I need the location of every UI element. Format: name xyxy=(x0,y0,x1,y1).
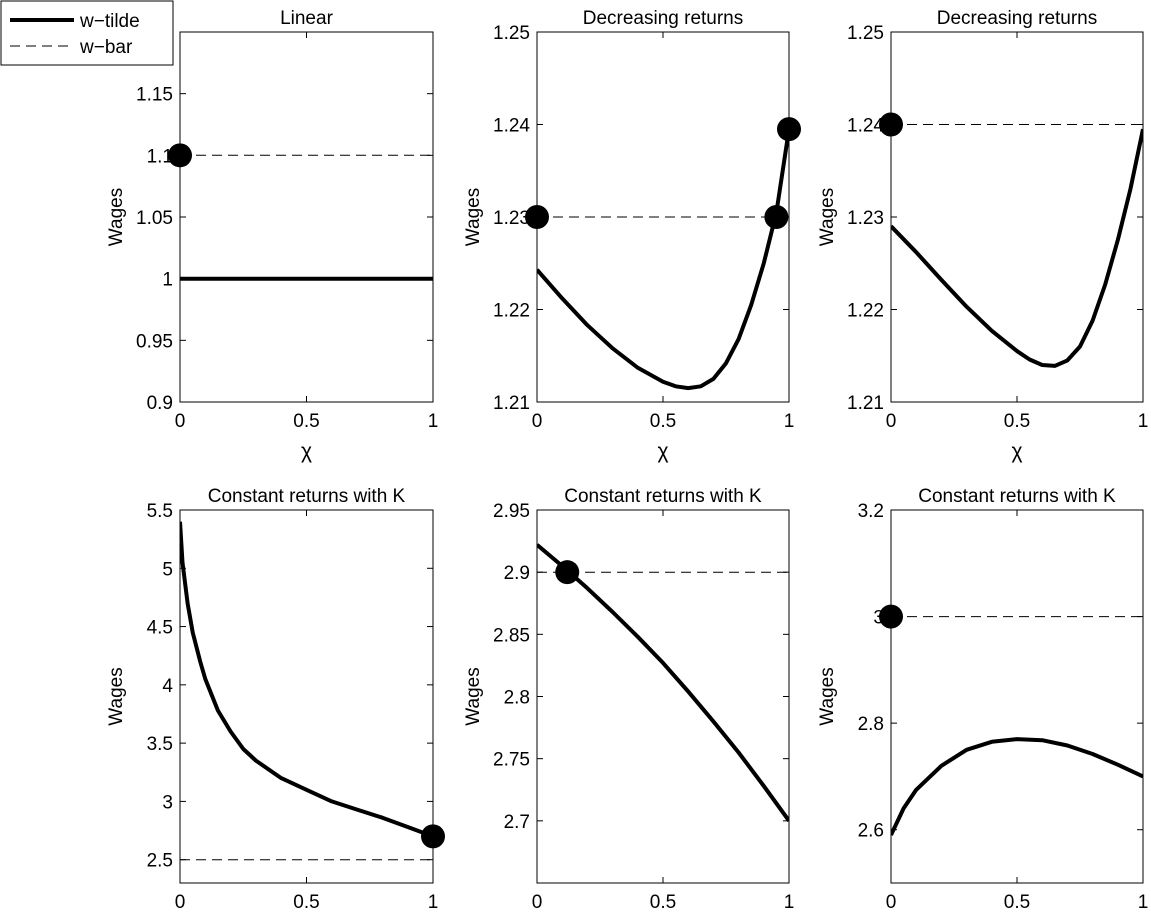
chart-1-axes-box xyxy=(179,31,434,403)
chart-6-xtick-label: 1 xyxy=(1138,892,1149,913)
legend-label-w-tilde: w−tilde xyxy=(79,11,140,32)
chart-6-ytick-label: 2.6 xyxy=(858,821,884,842)
chart-3-xtick-label: 1 xyxy=(1138,411,1149,432)
chart-1-ytick-label: 1.1 xyxy=(147,146,173,167)
chart-5-ytick-label: 2.9 xyxy=(504,563,530,584)
chart-1-ytick-label: 1 xyxy=(162,270,173,291)
chart-4-title: Constant returns with K xyxy=(208,486,406,507)
chart-5-xtick-label: 0.5 xyxy=(650,892,676,913)
chart-3-w-tilde-line xyxy=(891,128,1143,368)
chart-6-title: Constant returns with K xyxy=(918,486,1116,507)
chart-5-title: Constant returns with K xyxy=(564,486,762,507)
chart-5-ytick-label: 2.95 xyxy=(493,501,530,522)
chart-1: 0 0.5 1 0.9 0.95 1 1.05 1.1 1.15 Linear χ Wages xyxy=(106,8,438,463)
chart-6-axes-box xyxy=(890,509,1144,884)
chart-6-marker-point xyxy=(879,604,903,629)
chart-2-marker-point xyxy=(525,205,549,229)
chart-2-ytick-label: 1.23 xyxy=(493,208,530,229)
chart-5-ytick-label: 2.85 xyxy=(493,625,530,646)
chart-4-w-tilde-line xyxy=(180,521,433,839)
chart-4-marker-point xyxy=(421,824,445,849)
chart-2: 0 0.5 1 1.21 1.22 1.23 1.24 1.25 Decreasing retu… xyxy=(463,8,801,463)
chart-3-marker-point xyxy=(879,112,903,137)
legend: w−tilde w−bar xyxy=(0,0,174,66)
chart-4-ytick-label: 5.5 xyxy=(147,501,173,522)
chart-5-ytick-label: 2.75 xyxy=(493,750,530,771)
chart-1-xtick-label: 0 xyxy=(175,411,186,432)
legend-label-w-bar: w−bar xyxy=(79,37,133,58)
chart-6-xtick-label: 0 xyxy=(886,892,897,913)
chart-3: 0 0.5 1 1.21 1.22 1.23 1.24 1.25 Decreasing retu… xyxy=(817,8,1148,463)
chart-1-ytick-label: 0.95 xyxy=(136,331,173,352)
chart-5-xtick-label: 1 xyxy=(784,892,795,913)
chart-4-axes-box xyxy=(179,509,434,884)
chart-2-ytick-label: 1.24 xyxy=(493,116,530,137)
chart-3-xtick-label: 0.5 xyxy=(1004,411,1030,432)
chart-4-ytick-label: 3 xyxy=(162,792,173,813)
chart-2-xlabel: χ xyxy=(657,440,668,463)
chart-5-marker-point xyxy=(555,560,580,585)
chart-2-ytick-label: 1.25 xyxy=(493,23,530,44)
chart-3-xlabel: χ xyxy=(1011,440,1022,463)
chart-4: 0 0.5 1 2.5 3 3.5 4 4.5 5 5.5 Constant returns wit… xyxy=(106,486,445,913)
chart-6-ylabel: Wages xyxy=(817,667,838,725)
chart-5: 0 0.5 1 2.7 2.75 2.8 2.85 2.9 2.95 Constant retur… xyxy=(463,486,795,913)
chart-1-ytick-label: 0.9 xyxy=(147,393,173,414)
chart-3-title: Decreasing returns xyxy=(937,8,1098,29)
chart-4-ytick-label: 3.5 xyxy=(147,734,173,755)
chart-5-w-tilde-line xyxy=(537,543,789,822)
chart-4-xtick-label: 1 xyxy=(428,892,439,913)
chart-2-w-tilde-line xyxy=(537,128,789,391)
chart-2-xtick-label: 1 xyxy=(784,411,795,432)
chart-3-ytick-label: 1.22 xyxy=(847,301,884,322)
chart-1-ytick-label: 1.05 xyxy=(136,208,173,229)
chart-1-xlabel: χ xyxy=(301,440,312,463)
chart-4-ytick-label: 5 xyxy=(162,559,173,580)
chart-5-ytick-label: 2.8 xyxy=(504,688,530,709)
chart-6-ytick-label: 3 xyxy=(873,608,884,629)
chart-4-xtick-label: 0 xyxy=(175,892,186,913)
chart-4-ylabel: Wages xyxy=(106,667,127,725)
chart-3-axes-box xyxy=(890,31,1144,403)
chart-4-xtick-label: 0.5 xyxy=(293,892,319,913)
chart-5-ytick-label: 2.7 xyxy=(504,812,530,833)
chart-2-title: Decreasing returns xyxy=(583,8,744,29)
chart-6-w-tilde-line xyxy=(891,737,1143,836)
chart-4-ytick-label: 4.5 xyxy=(147,618,173,639)
chart-1-marker-point xyxy=(168,143,192,168)
chart-6-ytick-label: 2.8 xyxy=(858,714,884,735)
chart-2-marker-point xyxy=(777,117,801,142)
legend-box xyxy=(0,0,174,66)
chart-2-ytick-label: 1.22 xyxy=(493,301,530,322)
chart-5-ylabel: Wages xyxy=(463,667,484,725)
chart-2-ylabel: Wages xyxy=(463,188,484,246)
chart-6-xtick-label: 0.5 xyxy=(1004,892,1030,913)
chart-1-xtick-label: 0.5 xyxy=(293,411,319,432)
chart-2-xtick-label: 0.5 xyxy=(650,411,676,432)
chart-3-ytick-label: 1.24 xyxy=(847,116,884,137)
chart-3-ytick-label: 1.25 xyxy=(847,23,884,44)
chart-1-ylabel: Wages xyxy=(106,188,127,246)
chart-4-ytick-label: 4 xyxy=(162,676,173,697)
chart-3-ytick-label: 1.21 xyxy=(847,393,884,414)
chart-2-ytick-label: 1.21 xyxy=(493,393,530,414)
chart-6-ytick-label: 3.2 xyxy=(858,501,884,522)
chart-1-xtick-label: 1 xyxy=(428,411,439,432)
chart-2-xtick-label: 0 xyxy=(532,411,543,432)
chart-1-title: Linear xyxy=(280,8,333,29)
chart-2-marker-point xyxy=(764,205,789,229)
panels: 0 0.5 1 0.9 0.95 1 1.05 1.1 1.15 Linear χ Wages 0 0.5… xyxy=(106,8,1149,913)
chart-5-xtick-label: 0 xyxy=(532,892,543,913)
chart-3-xtick-label: 0 xyxy=(886,411,897,432)
chart-4-ytick-label: 2.5 xyxy=(147,851,173,872)
chart-1-ytick-label: 1.15 xyxy=(136,85,173,106)
chart-3-ylabel: Wages xyxy=(817,188,838,246)
chart-3-ytick-label: 1.23 xyxy=(847,208,884,229)
